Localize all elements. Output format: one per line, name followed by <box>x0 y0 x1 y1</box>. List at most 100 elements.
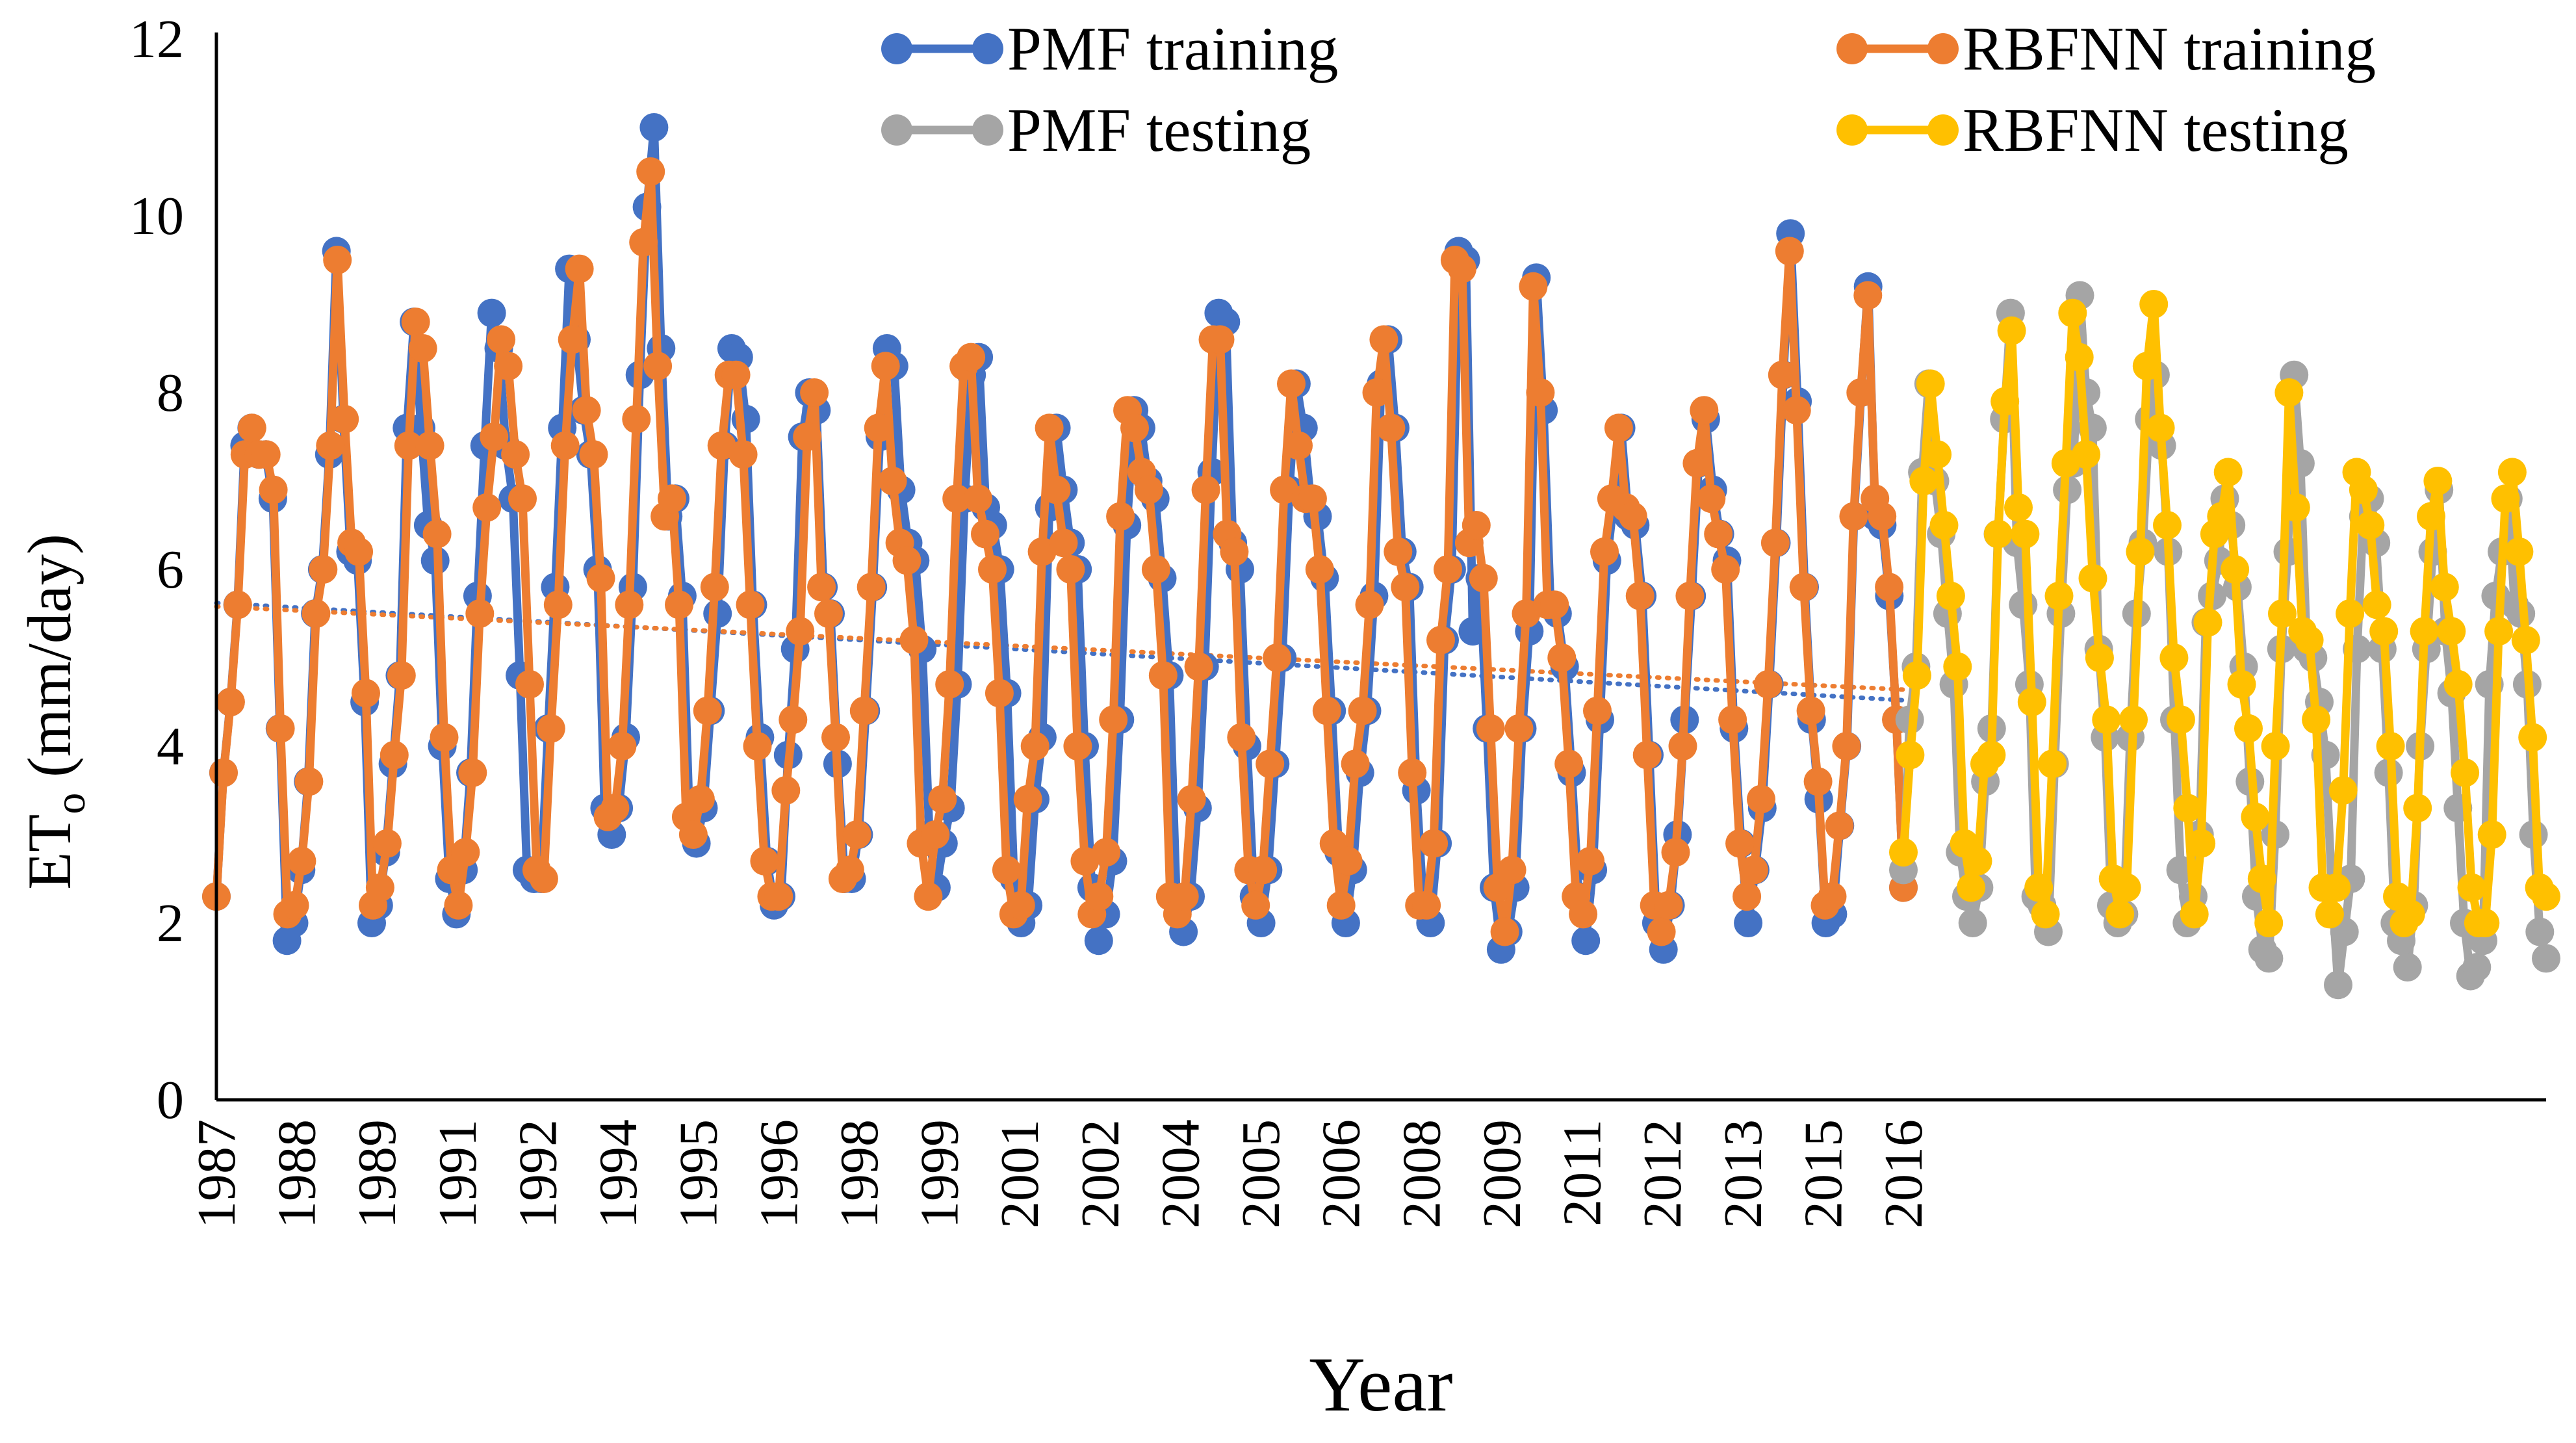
data-point <box>1889 838 1918 867</box>
data-point <box>1718 705 1747 734</box>
data-point <box>1284 431 1313 460</box>
data-point <box>487 325 516 354</box>
data-point <box>1106 502 1135 531</box>
data-point <box>1277 369 1306 398</box>
data-point <box>985 679 1014 708</box>
data-point <box>1490 917 1519 946</box>
data-point <box>1013 785 1042 814</box>
data-point <box>779 705 808 734</box>
data-point <box>1326 890 1356 920</box>
data-point <box>1027 537 1057 566</box>
y-tick-labels: 0 2 4 6 8 10 12 <box>129 9 184 1130</box>
data-point <box>237 413 266 443</box>
series-group <box>202 157 1918 946</box>
data-point <box>1263 644 1292 672</box>
data-point <box>2241 802 2270 831</box>
data-point <box>543 590 573 619</box>
data-point <box>1647 917 1676 946</box>
data-point <box>821 723 850 752</box>
x-tick-label: 2005 <box>1231 1119 1291 1228</box>
data-point <box>1205 325 1235 354</box>
data-point <box>1990 387 2020 416</box>
legend-label: RBFNN training <box>1963 14 2376 83</box>
data-point <box>914 882 943 911</box>
data-point <box>693 696 722 725</box>
data-point <box>1803 767 1833 796</box>
data-point <box>1504 714 1534 743</box>
data-point <box>1341 749 1370 779</box>
x-tick-label: 1999 <box>910 1119 970 1228</box>
data-point <box>1256 749 1285 779</box>
data-point <box>658 484 686 514</box>
data-point <box>2227 670 2256 699</box>
data-point <box>1092 838 1121 867</box>
data-point <box>2119 705 2148 734</box>
data-point <box>1412 890 1441 920</box>
data-point <box>957 343 986 372</box>
legend-entry: PMF training <box>881 14 1338 83</box>
data-point <box>2038 749 2067 779</box>
data-point <box>2302 705 2331 734</box>
data-point <box>1618 502 1647 531</box>
data-point <box>422 519 452 549</box>
data-point <box>444 890 473 920</box>
data-point <box>1526 378 1555 407</box>
data-point <box>1398 758 1427 787</box>
data-point <box>2497 458 2527 487</box>
data-point <box>477 298 506 328</box>
data-point <box>2491 484 2520 514</box>
data-point <box>2011 519 2040 549</box>
data-point <box>764 882 793 911</box>
data-point <box>1141 555 1170 584</box>
data-point <box>1369 325 1398 354</box>
data-point <box>1571 926 1601 956</box>
data-point <box>2234 714 2263 743</box>
data-point <box>1697 484 1726 514</box>
data-point <box>2126 537 2155 566</box>
data-point <box>2092 705 2121 734</box>
data-point <box>750 846 779 876</box>
y-axis-title-subscript: o <box>47 793 94 814</box>
data-point <box>2462 953 2492 982</box>
data-point <box>1148 661 1178 690</box>
data-point <box>1675 581 1705 610</box>
data-point <box>942 484 972 514</box>
data-point <box>721 360 751 389</box>
data-point <box>2356 511 2385 540</box>
data-point <box>786 617 815 646</box>
data-point <box>1391 573 1420 602</box>
data-point <box>2281 493 2310 522</box>
data-point <box>2221 555 2250 584</box>
data-point <box>1868 502 1897 531</box>
series-line <box>212 167 1908 937</box>
legend-marker <box>1927 114 1959 146</box>
legend-label: PMF training <box>1007 14 1338 83</box>
data-point <box>1604 413 1633 443</box>
legend-label: RBFNN testing <box>1963 96 2349 164</box>
data-point <box>2207 502 2236 531</box>
data-point <box>280 890 309 920</box>
data-point <box>1668 732 1697 760</box>
data-point <box>2044 581 2074 610</box>
data-point <box>1020 732 1050 760</box>
data-point <box>1035 413 1064 443</box>
x-tick-label: 2009 <box>1472 1119 1532 1228</box>
data-point <box>807 573 836 602</box>
x-tick-label: 1996 <box>749 1119 809 1228</box>
data-point <box>1419 829 1449 858</box>
data-point <box>1654 890 1683 920</box>
data-point <box>251 440 281 469</box>
data-point <box>2403 794 2432 823</box>
data-point <box>1426 625 1455 655</box>
data-point <box>1084 926 1113 956</box>
data-point <box>1458 617 1488 646</box>
data-point <box>600 794 630 823</box>
data-point <box>2254 909 2284 937</box>
data-point <box>372 829 402 858</box>
data-point <box>1958 909 1987 937</box>
data-point <box>1734 909 1763 937</box>
data-point <box>814 599 843 628</box>
data-point <box>550 431 580 460</box>
x-tick-label: 1998 <box>829 1119 890 1228</box>
data-point <box>472 493 502 522</box>
